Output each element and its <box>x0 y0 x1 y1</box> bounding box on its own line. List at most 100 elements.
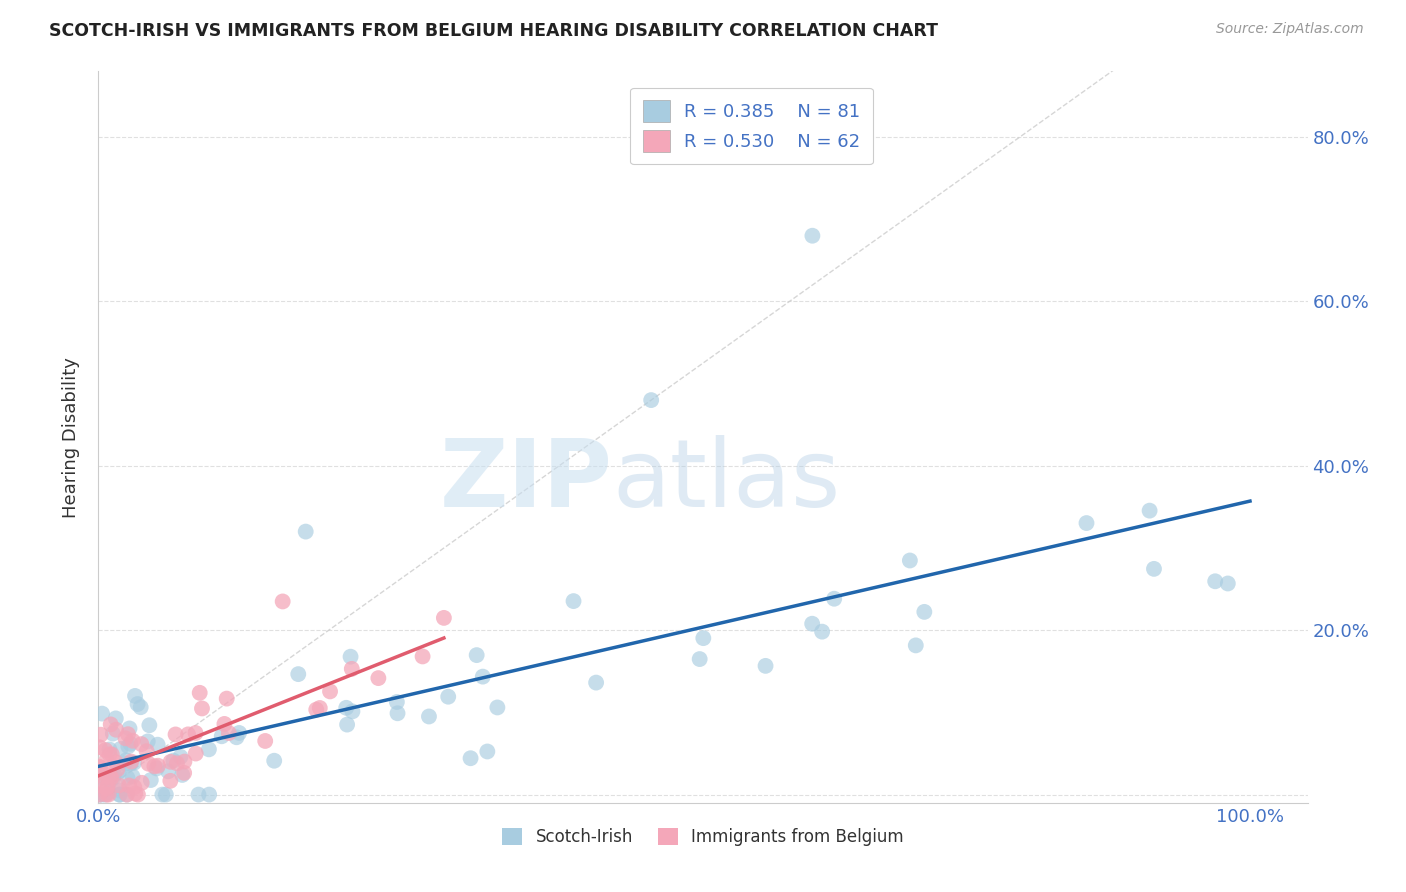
Point <box>191 701 214 715</box>
Point <box>387 706 409 721</box>
Point <box>98 768 121 782</box>
Point <box>188 686 211 700</box>
Point <box>155 788 177 802</box>
Point <box>108 778 131 792</box>
Point <box>136 734 159 748</box>
Point <box>100 771 122 785</box>
Point <box>124 689 146 703</box>
Point <box>138 718 160 732</box>
Point <box>122 756 145 770</box>
Point <box>1139 503 1161 517</box>
Point <box>97 788 120 802</box>
Point <box>114 731 136 746</box>
Point <box>585 675 607 690</box>
Point <box>117 727 139 741</box>
Point <box>90 788 112 802</box>
Point <box>486 700 509 714</box>
Point <box>96 754 118 768</box>
Point <box>94 788 117 802</box>
Point <box>336 717 359 731</box>
Point <box>689 652 711 666</box>
Point <box>120 755 142 769</box>
Point <box>263 754 285 768</box>
Point <box>184 726 207 740</box>
Point <box>1204 574 1226 589</box>
Point <box>294 524 316 539</box>
Point <box>340 662 363 676</box>
Point <box>94 743 117 757</box>
Point <box>146 738 169 752</box>
Point <box>1216 576 1239 591</box>
Point <box>214 717 236 731</box>
Point <box>173 765 195 780</box>
Point <box>118 722 141 736</box>
Point <box>131 737 153 751</box>
Point <box>477 744 499 758</box>
Point <box>100 773 122 788</box>
Point <box>103 768 125 782</box>
Legend: Scotch-Irish, Immigrants from Belgium: Scotch-Irish, Immigrants from Belgium <box>495 822 911 853</box>
Point <box>562 594 585 608</box>
Text: SCOTCH-IRISH VS IMMIGRANTS FROM BELGIUM HEARING DISABILITY CORRELATION CHART: SCOTCH-IRISH VS IMMIGRANTS FROM BELGIUM … <box>49 22 938 40</box>
Point <box>105 723 128 737</box>
Point <box>91 706 114 721</box>
Point <box>166 756 188 771</box>
Point <box>342 704 364 718</box>
Point <box>139 772 162 787</box>
Point <box>811 624 834 639</box>
Point <box>898 553 921 567</box>
Point <box>339 649 361 664</box>
Point <box>692 631 714 645</box>
Point <box>127 788 149 802</box>
Point <box>121 733 143 747</box>
Point <box>823 591 845 606</box>
Point <box>165 727 187 741</box>
Point <box>143 759 166 773</box>
Point <box>89 788 111 802</box>
Point <box>105 763 128 777</box>
Point <box>104 756 127 770</box>
Point <box>115 788 138 802</box>
Point <box>287 667 309 681</box>
Point <box>131 776 153 790</box>
Point <box>138 756 160 771</box>
Point <box>96 781 118 796</box>
Point <box>129 700 152 714</box>
Point <box>465 648 488 662</box>
Point <box>801 228 824 243</box>
Point <box>146 758 169 772</box>
Point <box>89 740 111 755</box>
Point <box>335 701 357 715</box>
Point <box>904 639 927 653</box>
Point <box>460 751 482 765</box>
Point <box>98 785 121 799</box>
Point <box>150 788 173 802</box>
Point <box>211 729 233 743</box>
Point <box>640 393 662 408</box>
Point <box>89 788 111 802</box>
Text: ZIP: ZIP <box>440 435 613 527</box>
Point <box>754 658 776 673</box>
Point <box>159 755 181 769</box>
Point <box>305 703 328 717</box>
Point <box>98 747 121 762</box>
Point <box>177 727 200 741</box>
Text: Source: ZipAtlas.com: Source: ZipAtlas.com <box>1216 22 1364 37</box>
Point <box>104 711 127 725</box>
Point <box>110 742 132 756</box>
Point <box>225 731 247 745</box>
Point <box>89 760 111 774</box>
Point <box>96 788 118 802</box>
Point <box>198 788 221 802</box>
Point <box>108 783 131 797</box>
Point <box>89 761 111 775</box>
Point <box>162 754 184 768</box>
Point <box>101 726 124 740</box>
Point <box>127 697 149 711</box>
Point <box>1143 562 1166 576</box>
Point <box>117 739 139 754</box>
Point <box>218 726 240 740</box>
Point <box>801 616 824 631</box>
Y-axis label: Hearing Disability: Hearing Disability <box>62 357 80 517</box>
Point <box>385 695 408 709</box>
